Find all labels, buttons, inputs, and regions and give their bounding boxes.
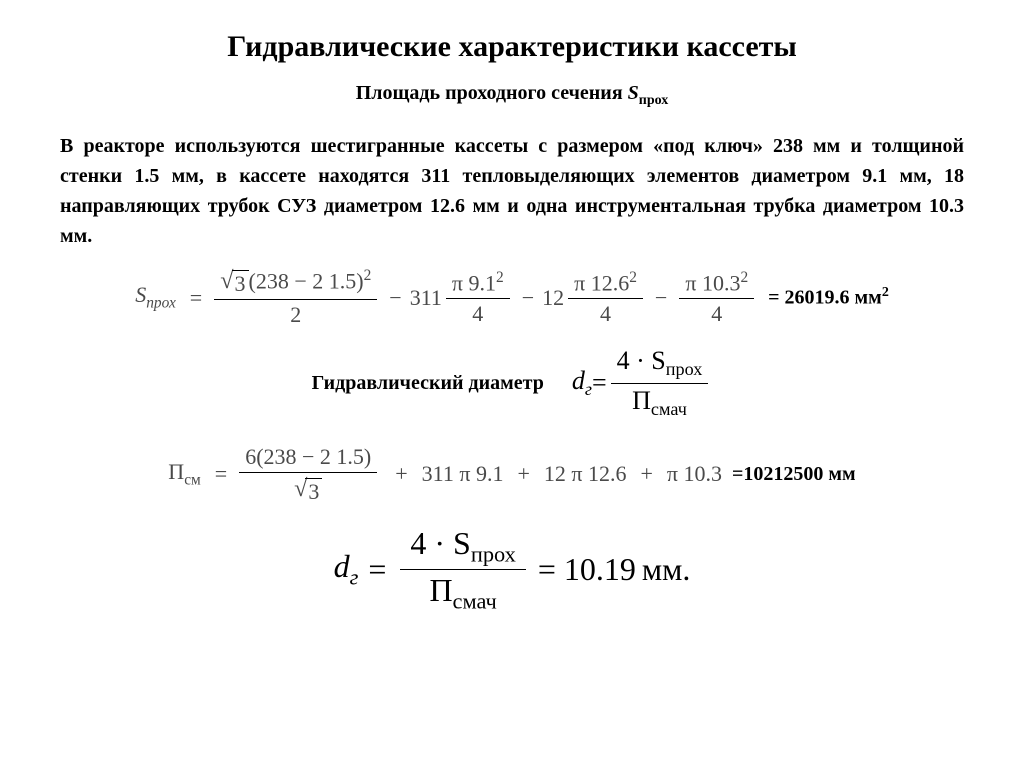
equals-sign: = <box>190 285 202 311</box>
final-lhs-sym: d <box>334 548 350 584</box>
eq2-result: =10212500 мм <box>732 463 856 486</box>
equation-s-prox: Sпрох = √3(238 − 2 1.5)2 2 − 311 π 9.12 … <box>60 267 964 328</box>
eq2-term3: 12 π 12.6 <box>544 461 627 487</box>
eq2-lhs: Псм <box>168 459 200 489</box>
hydraulic-diameter-label: Гидравлический диаметр <box>312 372 544 395</box>
minus-sign: − <box>522 285 534 311</box>
eq1-t3-pre: π 12.6 <box>574 270 629 295</box>
eq1-t4-pre: π 10.3 <box>685 270 740 295</box>
eq1-t2-pre: π 9.1 <box>452 270 496 295</box>
eq1-t2-den: 4 <box>466 299 489 327</box>
equation-perimeter: Псм = 6(238 − 2 1.5) √3 + 311 π 9.1 + 12… <box>60 444 964 505</box>
eq1-t2-exp: 2 <box>496 269 504 286</box>
eq1-result-val: = 26019.6 мм <box>768 287 882 309</box>
mid-num-sub: прох <box>666 360 703 380</box>
hydraulic-diameter-row: Гидравлический диаметр dг = 4 · Sпрох Пс… <box>60 346 964 419</box>
mid-lhs-sym: d <box>572 366 585 395</box>
mid-den-sym: П <box>632 386 651 415</box>
subtitle-prefix: Площадь проходного сечения <box>356 82 628 104</box>
eq1-t4-den: 4 <box>705 299 728 327</box>
eq1-t2-coef: 311 <box>410 285 442 311</box>
eq1-t1-den: 2 <box>284 300 307 328</box>
final-value: = 10.19 <box>538 551 636 588</box>
subtitle: Площадь проходного сечения Sпрох <box>60 82 964 109</box>
eq1-t4-exp: 2 <box>740 269 748 286</box>
eq1-lhs-sym: S <box>135 282 146 307</box>
minus-sign: − <box>655 285 667 311</box>
subtitle-symbol: S <box>628 82 639 104</box>
eq1-term2: 311 π 9.12 4 <box>410 269 514 327</box>
final-den-sym: П <box>429 572 452 608</box>
final-result: dг = 4 · Sпрох Псмач = 10.19 мм. <box>60 525 964 615</box>
eq2-lhs-sym: П <box>168 459 184 484</box>
eq1-t1-exp: 2 <box>364 267 372 284</box>
eq1-t1-sqrt: 3 <box>232 270 249 297</box>
eq1-t3-coef: 12 <box>542 285 564 311</box>
hydraulic-diameter-formula: dг = 4 · Sпрох Псмач <box>572 346 712 419</box>
eq2-lhs-sub: см <box>184 471 201 488</box>
final-num-pre: 4 · S <box>410 525 470 561</box>
eq1-term3: 12 π 12.62 4 <box>542 269 647 327</box>
eq1-t3-den: 4 <box>594 299 617 327</box>
eq1-t1-outer: (238 − 2 1.5) <box>249 268 364 293</box>
eq1-lhs-sub: прох <box>146 295 176 312</box>
mid-den-sub: смач <box>651 399 687 419</box>
final-den-sub: смач <box>453 588 497 613</box>
final-unit: мм. <box>642 551 691 588</box>
subtitle-subscript: прох <box>639 93 669 108</box>
eq2-term1: 6(238 − 2 1.5) √3 <box>239 444 377 505</box>
mid-lhs-sub: г <box>585 379 592 399</box>
eq1-term1: √3(238 − 2 1.5)2 2 <box>214 267 377 328</box>
eq2-term2: 311 π 9.1 <box>422 461 504 487</box>
eq1-result: = 26019.6 мм2 <box>768 285 889 310</box>
eq1-result-exp: 2 <box>882 285 889 300</box>
body-paragraph: В реакторе используются шестигранные кас… <box>60 131 964 251</box>
eq2-t1-den-sqrt: 3 <box>305 478 322 505</box>
page-title: Гидравлические характеристики кассеты <box>60 30 964 64</box>
eq1-term4: π 10.32 4 <box>679 269 754 327</box>
final-num-sub: прох <box>471 541 516 566</box>
mid-num-pre: 4 · S <box>617 346 666 375</box>
eq1-t3-exp: 2 <box>629 269 637 286</box>
eq2-term4: π 10.3 <box>667 461 722 487</box>
eq1-lhs: Sпрох <box>135 282 176 312</box>
final-lhs-sub: г <box>350 565 359 590</box>
minus-sign: − <box>389 285 401 311</box>
eq2-t1-num: 6(238 − 2 1.5) <box>239 444 377 473</box>
